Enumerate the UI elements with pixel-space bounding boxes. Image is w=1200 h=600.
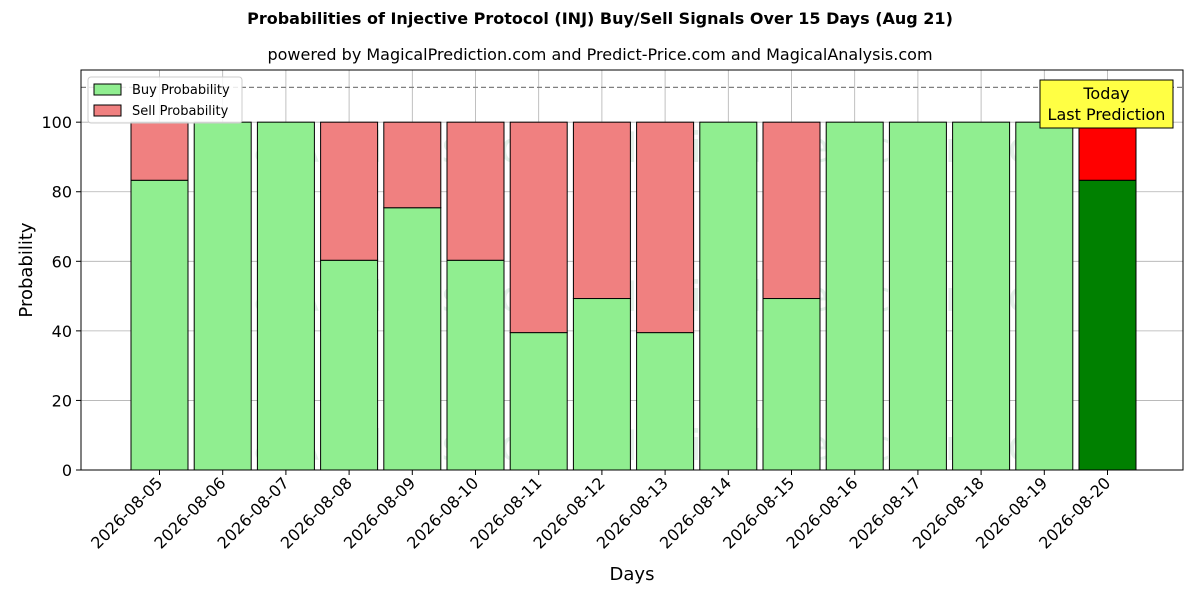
legend-box [87,76,243,124]
y-axis-label: Probability [16,222,37,317]
bar-buy [952,121,1011,471]
bar-sell [320,121,379,261]
bar-buy [1015,121,1074,471]
bar-buy [193,121,252,471]
bar-sell [509,121,568,334]
bar-sell [762,121,821,300]
today-annotation: Today Last Prediction [1039,79,1174,129]
y-tick-label: 100 [41,113,72,132]
annotation-box [1039,79,1174,129]
chart-title: Probabilities of Injective Protocol (INJ… [247,9,953,28]
bar-sell [446,121,505,261]
annotation-line-1: Today [1082,84,1129,103]
bar-buy [383,207,442,471]
plot-frame [80,69,1184,471]
x-axis-label: Days [610,564,655,585]
y-tick-label: 40 [52,322,72,341]
bar-sell [1078,121,1137,181]
y-tick-label: 20 [52,391,72,410]
bar-sell [383,121,442,209]
bars-layer [130,121,1137,471]
y-tick-label: 60 [52,252,72,271]
bar-buy [888,121,947,471]
bar-buy [509,332,568,471]
bar-buy [320,259,379,471]
bar-sell [572,121,631,300]
legend-label: Sell Probability [132,104,229,119]
bar-buy [572,298,631,471]
bar-buy [1078,179,1137,471]
legend-label: Buy Probability [132,83,230,98]
bar-sell [636,121,695,334]
bar-buy [699,121,758,471]
y-tick-label: 0 [62,461,72,480]
bar-buy [256,121,315,471]
y-tick-label: 80 [52,183,72,202]
legend-swatch [93,83,122,96]
chart-subtitle: powered by MagicalPrediction.com and Pre… [267,45,933,64]
legend-swatch [93,104,122,117]
bar-sell [130,121,189,181]
bar-buy [446,259,505,471]
annotation-line-2: Last Prediction [1048,105,1166,124]
bar-buy [825,121,884,471]
bar-buy [130,179,189,471]
legend: Buy Probability Sell Probability [87,76,243,124]
bar-buy [636,332,695,471]
bar-buy [762,298,821,471]
